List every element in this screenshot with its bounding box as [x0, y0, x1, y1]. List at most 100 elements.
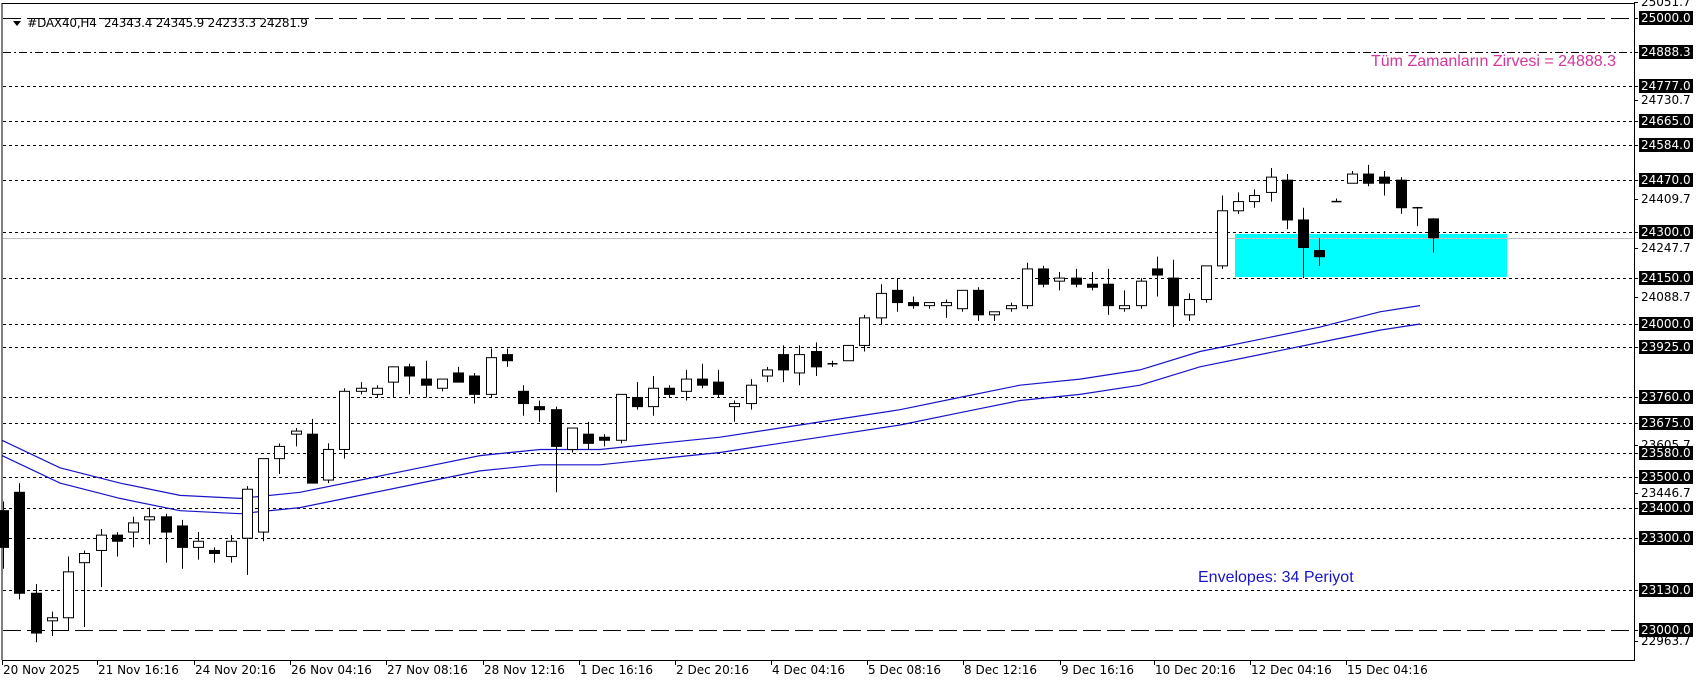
candles	[0, 164, 1439, 643]
time-label: 20 Nov 2025	[3, 663, 80, 677]
price-label: 23500.0	[1639, 470, 1693, 484]
price-label: 24247.7	[1641, 241, 1691, 255]
candle	[908, 296, 919, 309]
envelopes-label: Envelopes: 34 Periyot	[1198, 569, 1354, 586]
time-label: 10 Dec 20:16	[1155, 663, 1236, 677]
time-label: 28 Nov 12:16	[484, 663, 565, 677]
candle	[161, 513, 172, 563]
price-label: 24584.0	[1639, 138, 1693, 152]
price-label: 24470.0	[1639, 173, 1693, 187]
candle	[1022, 262, 1033, 309]
candle	[1249, 189, 1260, 208]
candle	[47, 611, 58, 637]
candle	[112, 532, 123, 557]
candle	[1168, 259, 1179, 328]
candle	[616, 393, 627, 444]
ohlc-close: 24281.9	[259, 16, 308, 30]
candle	[388, 366, 399, 398]
price-label: 24888.3	[1639, 45, 1693, 59]
candle	[486, 348, 497, 398]
candle	[63, 556, 74, 630]
candle	[437, 378, 448, 392]
candle	[648, 376, 659, 416]
candle	[242, 486, 253, 575]
candle	[1314, 238, 1325, 266]
ohlc-high: 24345.9	[155, 16, 205, 30]
price-label: 23400.0	[1639, 501, 1693, 515]
candle	[1396, 177, 1407, 214]
candle	[1184, 293, 1195, 321]
price-label: 24000.0	[1639, 317, 1693, 331]
candle	[79, 550, 90, 627]
price-label: 24777.0	[1639, 79, 1693, 93]
candle	[1136, 278, 1147, 309]
time-label: 1 Dec 16:16	[580, 663, 654, 677]
price-label: 24409.7	[1641, 192, 1691, 206]
candle	[453, 366, 464, 383]
candle	[583, 421, 594, 450]
chart-title[interactable]: #DAX40,H4 24343.4 24345.9 24233.3 24281.…	[6, 2, 308, 30]
time-label: 27 Nov 08:16	[387, 663, 468, 677]
candle	[307, 418, 318, 484]
candle	[681, 369, 692, 401]
price-label: 23300.0	[1639, 531, 1693, 545]
candle	[778, 345, 789, 383]
time-label: 2 Dec 20:16	[676, 663, 750, 677]
candle	[128, 516, 139, 548]
candle	[1347, 171, 1358, 184]
envelope-upper-line	[1, 305, 1421, 500]
horizontal-levels	[3, 18, 1634, 631]
time-label: 21 Nov 16:16	[98, 663, 179, 677]
candle	[1428, 218, 1439, 253]
time-label: 5 Dec 08:16	[868, 663, 942, 677]
candle	[226, 535, 237, 563]
ohlc-low: 24233.3	[207, 16, 256, 30]
candle	[177, 519, 188, 569]
candle	[729, 400, 740, 422]
candle	[421, 360, 432, 398]
time-label: 26 Nov 04:16	[291, 663, 372, 677]
candle	[924, 302, 935, 309]
candle	[1266, 167, 1277, 202]
candle	[941, 299, 952, 318]
candle	[697, 363, 708, 389]
price-label: 24088.7	[1641, 290, 1691, 304]
candle	[843, 344, 854, 362]
candle	[534, 400, 545, 422]
candle	[323, 443, 334, 484]
price-axis-ticks	[1634, 2, 1638, 642]
candle	[1331, 198, 1342, 203]
candle	[1054, 271, 1065, 291]
all-time-high-label: Tüm Zamanların Zirvesi = 24888.3	[1371, 53, 1616, 70]
candle	[1201, 265, 1212, 303]
candle	[502, 348, 513, 367]
candle	[827, 360, 838, 367]
candle	[794, 345, 805, 386]
price-label: 23675.0	[1639, 416, 1693, 430]
price-label: 25000.0	[1639, 11, 1693, 25]
candle	[811, 342, 822, 377]
dropdown-triangle-icon[interactable]	[13, 21, 22, 26]
time-axis-ticks	[2, 660, 1347, 665]
candle	[291, 428, 302, 447]
candle	[1298, 207, 1309, 279]
candle	[567, 427, 578, 453]
time-label: 9 Dec 16:16	[1061, 663, 1135, 677]
price-label: 23000.0	[1639, 623, 1693, 637]
envelopes-indicator	[1, 305, 1421, 515]
candle	[96, 529, 107, 588]
candle	[632, 382, 643, 410]
candle	[1071, 268, 1082, 288]
candle	[274, 443, 285, 474]
candle	[1006, 302, 1017, 312]
candle	[762, 366, 773, 383]
symbol-timeframe: #DAX40,H4	[27, 16, 97, 30]
candle	[144, 507, 155, 545]
cyan-zone	[1235, 234, 1507, 277]
price-label: 24730.7	[1641, 93, 1691, 107]
candle	[892, 278, 903, 312]
price-label: 23446.7	[1641, 486, 1691, 500]
time-label: 15 Dec 04:16	[1347, 663, 1428, 677]
candle	[746, 379, 757, 410]
